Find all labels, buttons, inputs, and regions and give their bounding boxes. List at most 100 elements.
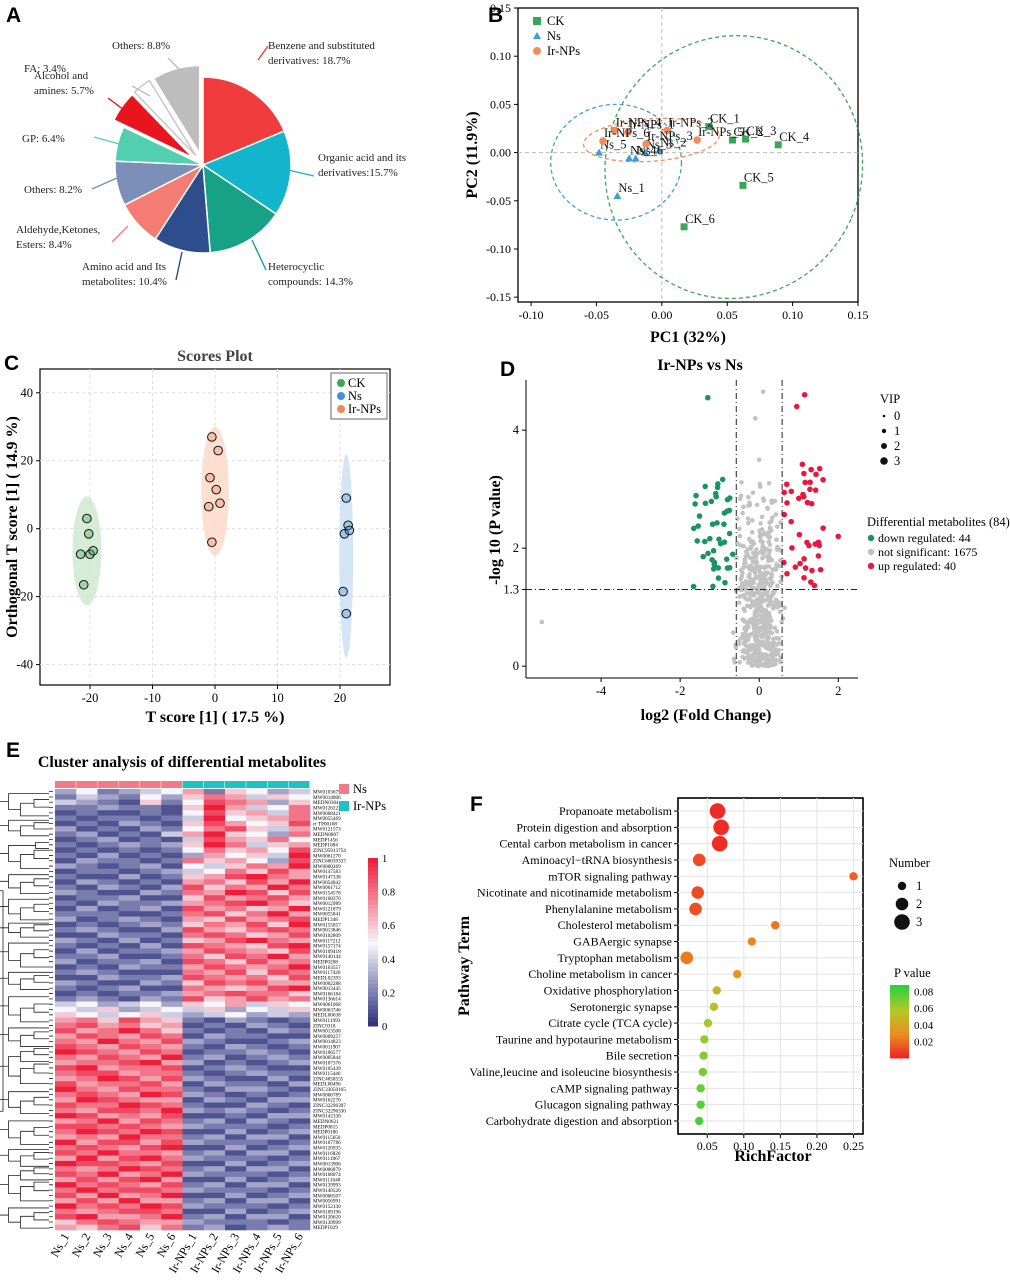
- pathway-bubble: [696, 1100, 705, 1109]
- heatmap-cell: [246, 884, 268, 891]
- ns-point: [758, 550, 763, 555]
- heatmap-cell: [267, 1219, 290, 1225]
- heatmap-cell: [203, 1160, 226, 1167]
- heatmap-cell: [182, 1049, 205, 1055]
- heatmap-cell: [182, 895, 205, 901]
- heatmap-cell: [161, 974, 183, 981]
- ns-point: [775, 583, 780, 589]
- heatmap-cell: [55, 996, 77, 1002]
- heatmap-cell: [55, 1208, 77, 1215]
- heatmap-cell: [97, 895, 120, 901]
- heatmap-cell: [225, 1144, 247, 1151]
- score-point: [338, 586, 348, 597]
- heatmap-cell: [182, 1187, 205, 1194]
- heatmap-cell: [267, 1176, 290, 1183]
- heatmap-cell: [246, 1134, 268, 1140]
- heatmap-cell: [288, 852, 311, 859]
- colorbar-segment: [890, 987, 909, 991]
- heatmap-cell: [55, 916, 77, 923]
- heatmap-cell: [97, 1038, 120, 1045]
- pathway-bubble: [713, 819, 729, 836]
- pca-point-label: Ns_3: [646, 138, 672, 152]
- colorbar-segment: [890, 1043, 909, 1047]
- heatmap-cell: [140, 1224, 162, 1231]
- colorbar-segment: [368, 975, 378, 981]
- heatmap-cell: [203, 948, 226, 955]
- ns-point: [744, 632, 750, 638]
- heatmap-cell: [55, 1139, 77, 1146]
- heatmap-cell: [203, 921, 226, 928]
- heatmap-cell: [203, 1081, 226, 1087]
- vip-legend-dot: [880, 457, 888, 465]
- heatmap-cell: [246, 948, 268, 955]
- heatmap-cell: [225, 1219, 247, 1225]
- heatmap-cell: [182, 953, 205, 960]
- heatmap-cell: [97, 879, 120, 885]
- heatmap-cell: [246, 1182, 268, 1188]
- heatmap-cell: [161, 1150, 183, 1156]
- heatmap-cell: [118, 858, 141, 864]
- heatmap-cell: [288, 990, 311, 997]
- heatmap-cell: [225, 1081, 247, 1087]
- heatmap-cell: [225, 1044, 247, 1050]
- heatmap-cell: [203, 900, 226, 907]
- heatmap-cell: [76, 1001, 98, 1008]
- heatmap-cell: [182, 879, 205, 885]
- heatmap-cell: [55, 863, 77, 869]
- pie-slice-label: Others: 8.2%: [24, 184, 82, 196]
- heatmap-cell: [288, 927, 311, 933]
- heatmap-cell: [267, 1033, 290, 1040]
- heatmap-cell: [55, 905, 77, 912]
- ns-point: [754, 635, 760, 641]
- ns-point: [751, 580, 756, 586]
- colorbar-segment: [368, 996, 378, 1002]
- heatmap-cell: [55, 1001, 77, 1008]
- heatmap-cell: [246, 900, 268, 907]
- heatmap-cell: [288, 1134, 311, 1140]
- ns-point: [755, 647, 761, 653]
- ns-point: [760, 639, 766, 645]
- heatmap-cell: [267, 1059, 290, 1066]
- heatmap-cell: [161, 1176, 183, 1183]
- confidence-ellipse: [582, 117, 720, 163]
- heatmap-cell: [246, 826, 268, 832]
- heatmap-cell: [225, 1160, 247, 1167]
- heatmap-cell: [55, 1102, 77, 1109]
- heatmap-cell: [118, 1091, 141, 1098]
- heatmap-cell: [267, 1171, 290, 1178]
- heatmap-cell: [161, 932, 183, 939]
- heatmap-cell: [76, 1123, 98, 1130]
- heatmap-cell: [225, 1033, 247, 1040]
- heatmap-cell: [76, 1012, 98, 1018]
- heatmap-cell: [161, 895, 183, 901]
- heatmap-cell: [267, 1097, 290, 1103]
- pathway-label: Propanoate metabolism: [559, 804, 673, 818]
- heatmap-cell: [267, 1139, 290, 1146]
- group-color-bar: [97, 781, 119, 788]
- heatmap-cell: [140, 1150, 162, 1156]
- heatmap-cell: [246, 842, 268, 848]
- heatmap-cell: [267, 943, 290, 949]
- heatmap-cell: [140, 1017, 162, 1024]
- colorbar-segment: [890, 999, 909, 1003]
- heatmap-cell: [246, 794, 268, 800]
- heatmap-cell: [246, 927, 268, 933]
- row-label: MW0106577: [313, 1050, 341, 1056]
- vip-legend-dot: [881, 428, 887, 434]
- heatmap-cell: [246, 937, 268, 944]
- heatmap-cell: [225, 1171, 247, 1178]
- heatmap-cell: [246, 959, 268, 965]
- heatmap-cell: [161, 874, 183, 880]
- colorbar-segment: [890, 1040, 909, 1044]
- heatmap-cell: [288, 804, 311, 811]
- heatmap-cell: [267, 1214, 290, 1220]
- heatmap-cell: [225, 826, 247, 832]
- x-tick-label: 0.25: [843, 1139, 864, 1153]
- heatmap-cell: [55, 1150, 77, 1156]
- heatmap-cell: [182, 1028, 205, 1034]
- panel-label-f: F: [470, 793, 483, 816]
- heatmap-cell: [182, 847, 205, 854]
- heatmap-cell: [97, 863, 120, 869]
- heatmap-cell: [203, 868, 226, 875]
